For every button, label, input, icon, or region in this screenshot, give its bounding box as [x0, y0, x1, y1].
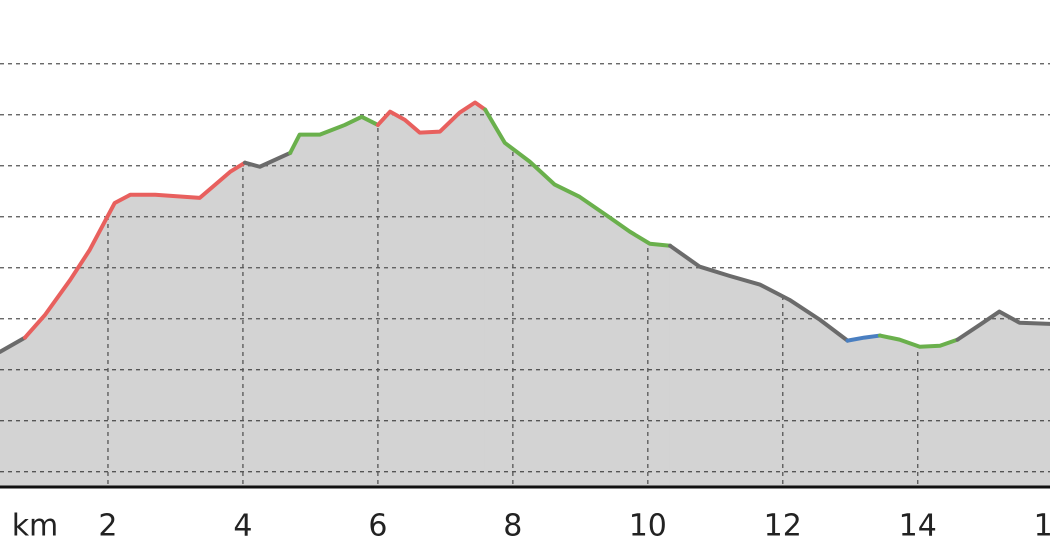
elevation-line	[0, 335, 27, 354]
elevation-line	[288, 114, 380, 155]
x-tick-label: 10	[629, 509, 667, 544]
x-tick-label: 14	[899, 509, 937, 544]
elevation-line	[877, 333, 960, 349]
elevation-area	[289, 116, 379, 488]
x-tick-label: 6	[368, 509, 387, 544]
x-tick-label: 12	[764, 509, 802, 544]
x-axis-label: km	[12, 509, 59, 544]
elevation-area	[847, 334, 881, 488]
x-tick-label: 4	[233, 509, 252, 544]
x-tick-label: 16	[1034, 509, 1050, 544]
elevation-area	[24, 161, 246, 488]
x-tick-label: 8	[503, 509, 522, 544]
elevation-line	[242, 150, 293, 169]
elevation-line	[955, 309, 1050, 342]
elevation-line	[375, 100, 488, 135]
elevation-line	[668, 243, 850, 343]
elevation-area	[377, 101, 486, 488]
elevation-area	[669, 244, 849, 488]
elevation-line	[483, 107, 673, 248]
elevation-line	[22, 160, 247, 340]
elevation-area	[0, 336, 26, 488]
elevation-area	[957, 310, 1050, 488]
elevation-line	[845, 333, 882, 343]
elevation-area	[879, 334, 959, 488]
x-tick-label: 2	[98, 509, 117, 544]
elevation-area	[244, 152, 291, 488]
